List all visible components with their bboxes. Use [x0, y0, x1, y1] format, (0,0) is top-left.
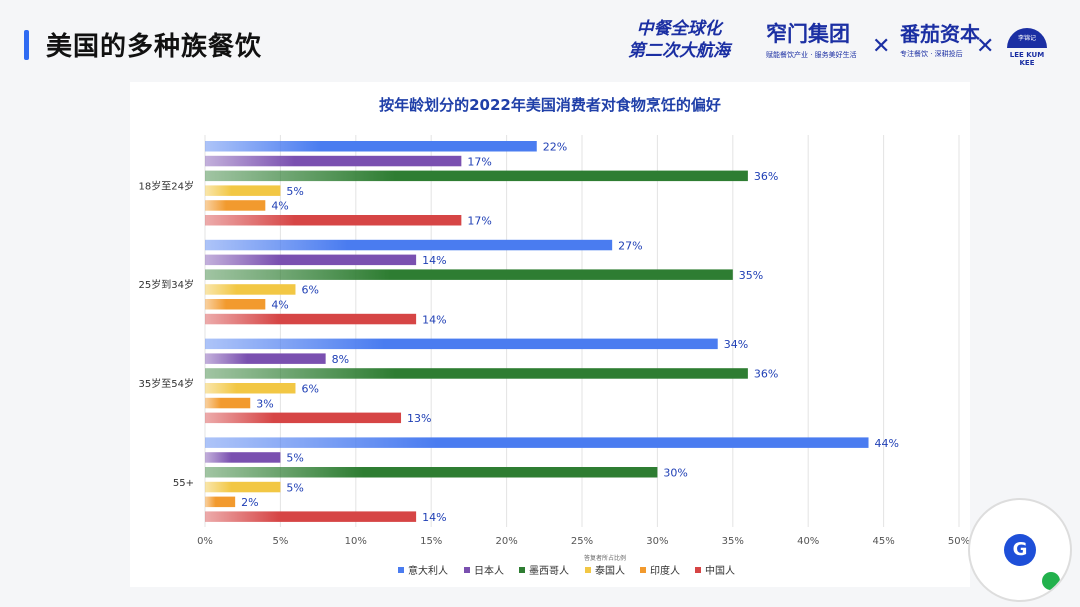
bar: [205, 353, 326, 364]
x-tick-label: 50%: [948, 536, 970, 547]
bar: [205, 467, 658, 478]
data-label: 36%: [754, 368, 778, 381]
data-label: 36%: [754, 170, 778, 183]
x-tick-label: 10%: [345, 536, 367, 547]
bar: [205, 368, 748, 379]
data-label: 14%: [422, 511, 446, 524]
bar-chart: 按年龄划分的2022年美国消费者对食物烹饪的偏好 0% 5% 10% 15% 20% 25%…: [139, 96, 970, 577]
bar: [205, 481, 281, 493]
qr-code: G: [968, 498, 1072, 602]
data-label: 5%: [286, 481, 303, 494]
data-label: 34%: [724, 338, 748, 351]
data-label: 5%: [286, 185, 303, 198]
legend-swatch: [585, 567, 591, 573]
y-category-label: 25岁到34岁: [139, 278, 194, 291]
campaign-logo: 中餐全球化 第二次大航海: [628, 18, 730, 62]
lkk-logo: 李锦记 LEE KUM KEE: [1004, 28, 1050, 68]
data-label: 6%: [301, 383, 318, 396]
bar: [205, 383, 296, 394]
bar: [205, 437, 869, 448]
data-label: 8%: [332, 353, 349, 366]
chart-panel: 按年龄划分的2022年美国消费者对食物烹饪的偏好 0% 5% 10% 15% 20% 25%…: [130, 82, 970, 587]
legend-swatch: [519, 567, 525, 573]
legend-swatch: [695, 567, 701, 573]
bar: [205, 155, 462, 167]
legend-label: 意大利人: [408, 564, 448, 577]
bar: [205, 496, 236, 508]
bar: [205, 313, 417, 325]
x-tick-label: 20%: [495, 536, 517, 547]
data-label: 3%: [256, 397, 273, 410]
group-name: 窄门集团: [766, 22, 850, 46]
bar: [205, 200, 266, 211]
group-logo: 窄门集团 赋能餐饮产业 · 服务美好生活: [766, 18, 857, 60]
data-label: 30%: [663, 467, 687, 480]
bar: [205, 397, 251, 409]
x-tick-label: 15%: [420, 536, 442, 547]
data-label: 13%: [407, 412, 431, 425]
bar: [205, 284, 296, 295]
data-label: 4%: [271, 299, 288, 312]
x-tick-label: 30%: [646, 536, 668, 547]
bar: [205, 269, 733, 280]
data-label: 14%: [422, 313, 446, 326]
data-label: 14%: [422, 254, 446, 267]
cross-icon: ✕: [872, 34, 891, 59]
lkk-name: LEE KUM KEE: [1009, 51, 1045, 67]
data-label: 22%: [543, 141, 567, 154]
data-label: 17%: [467, 215, 491, 228]
legend-label: 日本人: [474, 564, 504, 577]
bar: [205, 141, 537, 152]
x-tick-label: 45%: [872, 536, 894, 547]
x-tick-label: 5%: [272, 536, 288, 547]
legend-swatch: [464, 567, 470, 573]
chart-title: 按年龄划分的2022年美国消费者对食物烹饪的偏好: [379, 96, 721, 114]
fanqie-logo: 番茄资本 专注餐饮 · 深耕投后: [900, 18, 980, 59]
bar: [205, 239, 613, 251]
data-label: 6%: [301, 284, 318, 297]
legend-swatch: [398, 567, 404, 573]
legend-swatch: [640, 567, 646, 573]
bar: [205, 299, 266, 310]
cross-icon: ✕: [976, 34, 995, 59]
bar: [205, 338, 718, 350]
qr-logo-icon: G: [1004, 534, 1036, 566]
fanqie-tagline: 专注餐饮 · 深耕投后: [900, 50, 963, 58]
x-tick-label: 40%: [797, 536, 819, 547]
group-tagline: 赋能餐饮产业 · 服务美好生活: [766, 51, 857, 59]
mini-program-icon: [1042, 572, 1060, 590]
x-tick-label: 0%: [197, 536, 213, 547]
x-axis-label: 答复者所占比例: [584, 554, 626, 562]
y-category-label: 35岁至54岁: [139, 377, 194, 390]
legend-label: 印度人: [650, 564, 680, 577]
bar: [205, 215, 462, 226]
data-label: 2%: [241, 496, 258, 509]
legend-label: 泰国人: [595, 564, 625, 577]
data-label: 35%: [739, 269, 763, 282]
x-tick-label: 35%: [722, 536, 744, 547]
bar: [205, 412, 402, 424]
fanqie-name: 番茄资本: [900, 22, 980, 46]
data-label: 5%: [286, 452, 303, 465]
campaign-line-1: 中餐全球化: [636, 19, 722, 39]
bar: [205, 254, 417, 266]
legend-label: 中国人: [705, 564, 735, 577]
y-category-label: 18岁至24岁: [139, 179, 194, 192]
x-tick-label: 25%: [571, 536, 593, 547]
data-label: 4%: [271, 200, 288, 213]
bar: [205, 185, 281, 196]
title-accent-bar: [24, 30, 29, 60]
page-title: 美国的多种族餐饮: [46, 32, 263, 62]
legend-label: 墨西哥人: [529, 565, 569, 577]
y-category-label: 55+: [173, 478, 194, 489]
data-label: 44%: [875, 437, 899, 450]
data-label: 27%: [618, 239, 642, 252]
bar: [205, 170, 748, 182]
campaign-line-2: 第二次大航海: [628, 41, 730, 61]
bar: [205, 452, 281, 463]
bar: [205, 511, 417, 522]
lkk-badge: 李锦记: [1007, 28, 1047, 48]
data-label: 17%: [467, 155, 491, 168]
